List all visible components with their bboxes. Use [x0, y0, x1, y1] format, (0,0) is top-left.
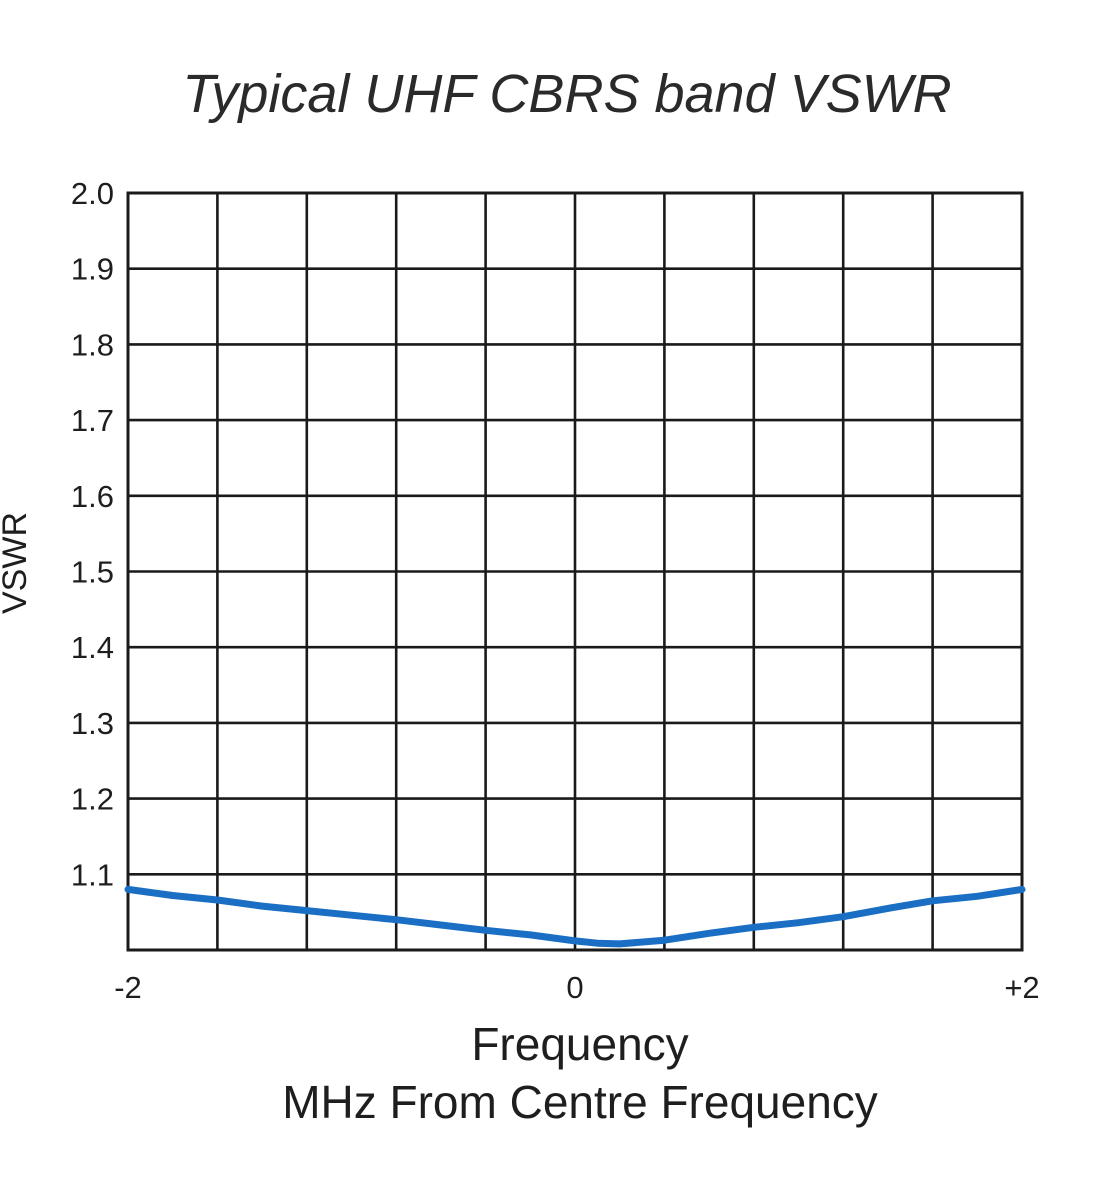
plot-frame	[126, 191, 1024, 952]
chart-grid	[128, 193, 1022, 950]
x-tick-label: 0	[566, 970, 583, 1005]
series-group	[124, 885, 1026, 948]
x-tick-labels: -2 0 +2	[114, 970, 1039, 1005]
vswr-series-line	[124, 885, 1026, 948]
y-tick-label: 1.4	[71, 630, 114, 665]
y-tick-label: 1.2	[71, 782, 114, 817]
x-tick-label: -2	[114, 970, 142, 1005]
y-tick-label: 1.7	[71, 403, 114, 438]
y-tick-label: 1.9	[71, 252, 114, 287]
y-tick-label: 1.3	[71, 706, 114, 741]
y-tick-label: 1.1	[71, 857, 114, 892]
y-tick-label: 1.6	[71, 479, 114, 514]
y-tick-label: 1.5	[71, 555, 114, 590]
x-tick-label: +2	[1004, 970, 1039, 1005]
chart-title: Typical UHF CBRS band VSWR	[182, 64, 951, 124]
y-axis-label: VSWR	[0, 512, 34, 614]
x-axis-label: Frequency	[471, 1018, 688, 1070]
y-tick-label: 1.8	[71, 327, 114, 362]
y-tick-label: 2.0	[71, 176, 114, 211]
y-tick-labels: 1.1 1.2 1.3 1.4 1.5 1.6 1.7 1.8 1.9 2.0	[71, 176, 114, 892]
x-axis-sublabel: MHz From Centre Frequency	[282, 1076, 878, 1128]
